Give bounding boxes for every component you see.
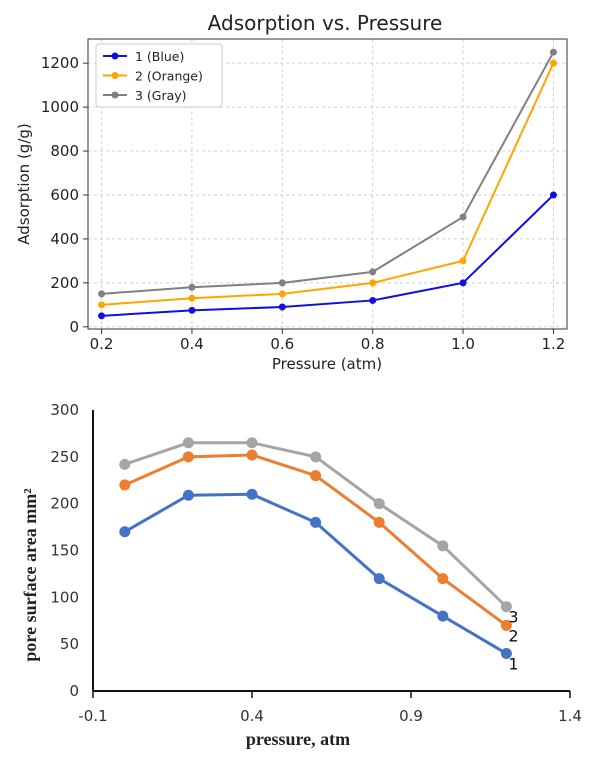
chart2-plot-area [119, 437, 512, 660]
chart2-data-point [246, 488, 258, 500]
chart1-x-ticks: 0.2 0.4 0.6 0.8 1.0 1.2 [90, 329, 566, 353]
chart2-y-tick-label: 250 [50, 448, 79, 466]
chart1-data-point [459, 213, 467, 221]
chart2-series-label: 1 [508, 655, 518, 674]
chart2-series-labels: 1 23 [508, 608, 518, 674]
chart2-data-point [437, 540, 449, 552]
chart1-y-axis-label: Adsorption (g/g) [15, 123, 33, 245]
chart1-series-line-3 [101, 51, 555, 295]
chart2-series-label: 3 [508, 608, 518, 627]
chart2-y-tick-label: 200 [50, 495, 79, 513]
chart2-y-tick-label: 300 [50, 401, 79, 419]
chart1-plot-area [98, 48, 557, 320]
chart1-data-point [459, 279, 467, 287]
chart1-y-tick-label: 0 [69, 318, 79, 336]
chart1-title: Adsorption vs. Pressure [208, 11, 443, 35]
chart1-x-tick-label: 0.8 [361, 335, 385, 353]
chart2-data-point [119, 479, 131, 491]
chart2-data-point [310, 516, 322, 528]
chart2-series-label: 2 [508, 626, 518, 645]
chart1-series-line-1 [101, 194, 555, 317]
chart1-data-point [369, 296, 377, 304]
chart2-data-point [182, 489, 194, 501]
chart2-y-tick-label: 50 [60, 635, 79, 653]
chart1-legend-marker [111, 52, 119, 60]
chart1-data-point [549, 48, 557, 56]
chart1-y-tick-label: 1000 [41, 98, 79, 116]
chart1-data-point [549, 59, 557, 67]
chart2-y-tick-label: 0 [69, 682, 79, 700]
pore-surface-chart: -0.1 0.4 0.9 1.4 0 50 100 150 200 250 300 pressur… [20, 401, 582, 749]
chart1-data-point [369, 279, 377, 287]
adsorption-chart: Adsorption vs. Pressure 0.2 0.4 0.6 0.8 1.0 1… [15, 11, 568, 373]
chart1-x-tick-label: 0.6 [270, 335, 294, 353]
chart2-x-tick-label: 0.9 [399, 707, 423, 725]
chart1-x-tick-label: 1.2 [542, 335, 566, 353]
chart1-legend: 1 (Blue) 2 (Orange) 3 (Gray) [95, 43, 223, 108]
chart2-x-axis-label: pressure, atm [246, 729, 350, 749]
chart1-data-point [98, 301, 106, 309]
chart2-y-ticks: 0 50 100 150 200 250 300 [50, 401, 79, 700]
chart1-data-point [188, 306, 196, 314]
chart2-data-point [373, 516, 385, 528]
chart2-data-point [246, 449, 258, 461]
chart2-y-tick-label: 100 [50, 588, 79, 606]
chart1-legend-label: 1 (Blue) [135, 49, 184, 64]
chart2-data-point [182, 437, 194, 449]
chart1-legend-box [95, 43, 223, 108]
chart1-y-tick-label: 400 [50, 230, 79, 248]
chart1-data-point [278, 279, 286, 287]
chart1-legend-label: 2 (Orange) [135, 69, 203, 84]
chart1-y-tick-label: 800 [50, 142, 79, 160]
chart1-y-ticks: 0 200 400 600 800 1000 1200 [41, 54, 88, 336]
chart2-data-point [500, 648, 512, 660]
chart2-data-point [373, 573, 385, 585]
chart1-frame [87, 38, 568, 330]
chart2-data-point [119, 526, 131, 538]
chart1-x-tick-label: 1.0 [451, 335, 475, 353]
chart1-y-tick-label: 1200 [41, 54, 79, 72]
chart2-data-point [437, 573, 449, 585]
chart1-data-point [459, 257, 467, 265]
chart2-data-point [310, 451, 322, 463]
chart1-data-point [98, 290, 106, 298]
chart1-x-tick-label: 0.4 [180, 335, 204, 353]
chart2-x-ticks: -0.1 0.4 0.9 1.4 [78, 691, 582, 725]
chart1-data-point [98, 312, 106, 320]
chart1-y-tick-label: 200 [50, 274, 79, 292]
chart1-x-axis-label: Pressure (atm) [272, 355, 382, 373]
chart1-legend-marker [111, 72, 119, 79]
chart1-data-point [369, 268, 377, 276]
chart1-data-point [278, 303, 286, 311]
chart2-y-tick-label: 150 [50, 542, 79, 560]
chart1-y-tick-label: 600 [50, 186, 79, 204]
chart1-series-line-2 [101, 62, 555, 306]
chart2-data-point [500, 601, 512, 613]
chart2-x-tick-label: 1.4 [558, 707, 582, 725]
chart1-legend-marker [111, 91, 119, 99]
chart1-legend-label: 3 (Gray) [135, 88, 187, 103]
chart1-x-tick-label: 0.2 [90, 335, 114, 353]
chart1-data-point [188, 283, 196, 291]
chart2-data-point [373, 498, 385, 510]
chart2-data-point [182, 451, 194, 463]
chart2-data-point [246, 437, 258, 449]
chart2-data-point [119, 458, 131, 470]
chart2-x-tick-label: 0.4 [240, 707, 264, 725]
chart2-x-tick-label: -0.1 [78, 707, 107, 725]
chart2-data-point [437, 610, 449, 622]
chart1-data-point [188, 294, 196, 302]
chart2-data-point [500, 619, 512, 631]
chart2-y-axis-label: pore surface area mm² [20, 488, 40, 661]
chart1-data-point [549, 191, 557, 199]
chart1-data-point [278, 290, 286, 298]
chart2-data-point [310, 470, 322, 482]
